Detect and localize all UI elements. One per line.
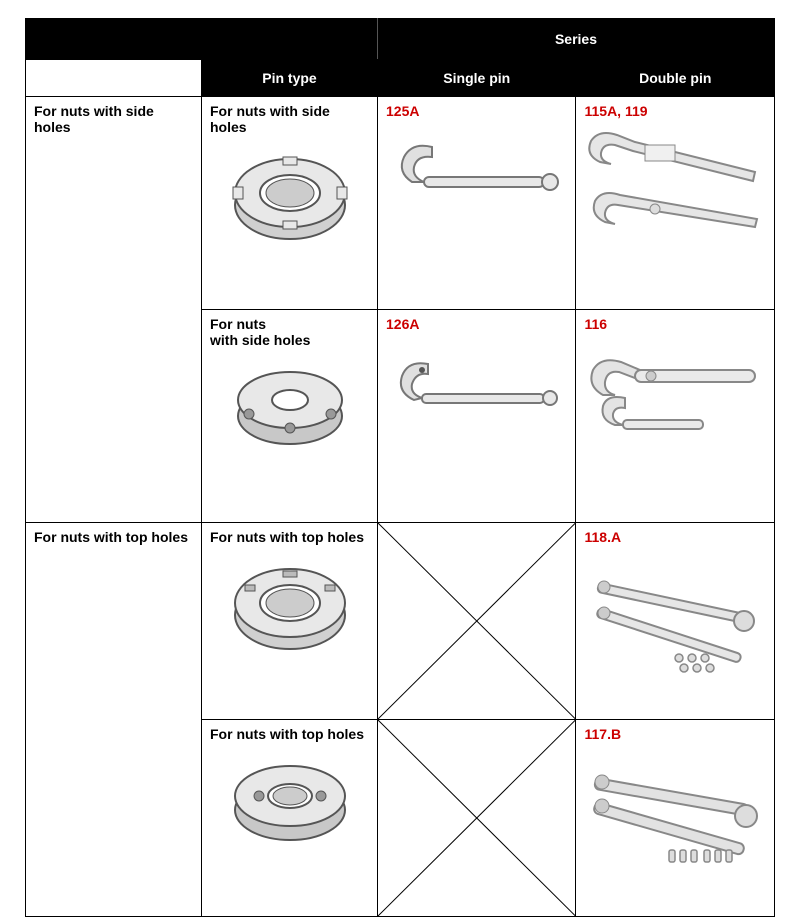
page-container: Series Pin type Single pin Double pin Fo… [0,0,800,917]
header-single-pin: Single pin [378,60,576,97]
nut-side-slot-icon [225,143,355,253]
nut-flange-top-icon [225,750,355,850]
adjustable-hook-wrench-icon [585,127,765,247]
double-pin-cell: 117.B [576,720,775,917]
pin-type-cell: For nuts with side holes [202,97,378,310]
cross-icon [378,720,575,916]
double-pin-cell: 118.A [576,523,775,720]
pin-type-label: For nuts with side holes [210,316,310,348]
single-pin-cell: 126A [378,310,576,523]
hook-wrench-icon [392,127,562,217]
pin-type-label: For nuts with top holes [210,529,364,545]
nut-collar-side-icon [225,356,355,456]
table-row: For nuts with side holes For nuts with s… [26,97,775,310]
double-pin-cell: 116 [576,310,775,523]
header-row-1: Series [26,19,775,60]
double-pin-cell: 115A, 119 [576,97,775,310]
part-number: 115A, 119 [584,103,766,119]
single-pin-cell: 125A [378,97,576,310]
header-blank-top [26,19,378,60]
category-side-holes: For nuts with side holes [26,97,202,523]
part-number: 118.A [584,529,766,545]
header-double-pin: Double pin [576,60,775,97]
pin-type-cell: For nuts with top holes [202,523,378,720]
pin-type-label: For nuts with top holes [210,726,364,742]
part-number: 116 [584,316,766,332]
not-available-cell [378,523,576,720]
category-label: For nuts with top holes [34,529,188,545]
pin-type-label: For nuts with side holes [210,103,330,135]
header-row-2: Pin type Single pin Double pin [26,60,775,97]
header-blank-left [26,60,202,97]
category-label: For nuts with side holes [34,103,154,135]
pin-spanner-icon [584,553,769,673]
part-number: 126A [386,316,567,332]
adjustable-pin-wrench-icon [585,340,765,450]
part-number: 117.B [584,726,766,742]
pin-type-cell: For nuts with top holes [202,720,378,917]
pin-spanner-heavy-icon [584,750,769,870]
pin-hook-wrench-icon [392,340,562,430]
pin-type-cell: For nuts with side holes [202,310,378,523]
category-top-holes: For nuts with top holes [26,523,202,917]
header-pin-type: Pin type [202,60,378,97]
table-row: For nuts with top holes For nuts with to… [26,523,775,720]
series-table: Series Pin type Single pin Double pin Fo… [25,18,775,917]
nut-top-slot-icon [225,553,355,663]
not-available-cell [378,720,576,917]
part-number: 125A [386,103,567,119]
cross-icon [378,523,575,719]
header-series: Series [378,19,775,60]
